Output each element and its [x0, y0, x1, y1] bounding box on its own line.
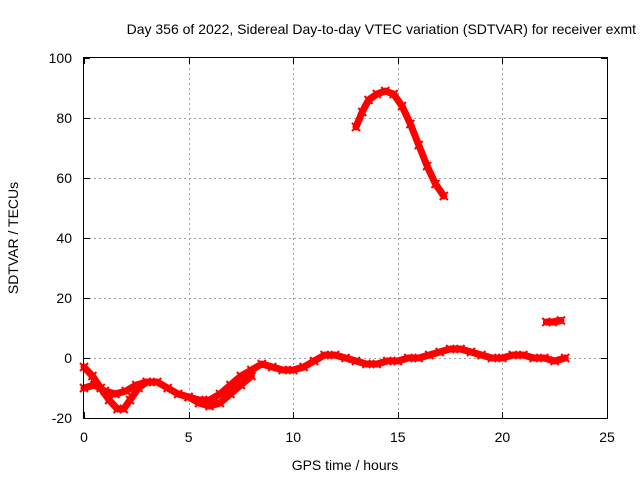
x-axis-label: GPS time / hours [292, 457, 399, 473]
data-point [204, 401, 215, 411]
data-point [319, 350, 330, 360]
data-point [104, 395, 114, 405]
data-point [215, 398, 225, 408]
data-point [397, 101, 407, 111]
data-point [96, 383, 106, 393]
data-point [142, 377, 152, 387]
data-point [340, 353, 351, 363]
data-point [330, 350, 340, 360]
data-point [414, 353, 424, 363]
data-point [183, 392, 194, 402]
y-tick-label: 60 [56, 170, 72, 186]
data-point [152, 377, 162, 387]
y-tick-label: 80 [56, 110, 72, 126]
x-tick-label: 0 [80, 429, 88, 445]
data-point [372, 359, 382, 369]
y-tick-label: -20 [52, 410, 72, 426]
data-point [351, 122, 361, 132]
data-point [414, 140, 424, 150]
data-point [430, 179, 441, 189]
data-point [246, 371, 257, 381]
data-point [119, 404, 129, 414]
data-point [547, 317, 558, 327]
y-axis-label: SDTVAR / TECUs [5, 182, 21, 294]
data-point [476, 350, 487, 360]
data-point [194, 398, 204, 408]
series-high-track [351, 86, 449, 201]
data-point [560, 353, 570, 363]
x-tick-label: 25 [599, 429, 615, 445]
series-late-track [541, 315, 566, 327]
data-point [466, 347, 476, 357]
data-point [497, 353, 508, 363]
data-point [357, 107, 367, 117]
data-point [298, 362, 309, 372]
data-point [382, 356, 393, 366]
y-tick-label: 0 [64, 350, 72, 366]
data-point [236, 380, 246, 390]
data-point [361, 359, 372, 369]
plot-frame [83, 57, 608, 419]
series-lower-track [183, 371, 257, 411]
data-point [393, 356, 403, 366]
x-tick-label: 15 [390, 429, 406, 445]
data-point [439, 191, 449, 201]
data-point [288, 365, 298, 375]
x-tick-label: 10 [285, 429, 301, 445]
data-point [388, 89, 399, 99]
data-point [403, 353, 413, 363]
data-point [278, 365, 288, 375]
data-point [424, 350, 434, 360]
data-point [309, 356, 319, 366]
data-point [405, 119, 416, 129]
x-tick-label: 5 [185, 429, 193, 445]
data-point [257, 359, 267, 369]
data-point [549, 356, 560, 366]
data-series [79, 86, 570, 414]
data-point [133, 383, 144, 393]
y-tick-label: 100 [49, 50, 73, 66]
data-point [87, 371, 98, 381]
series-dip-track [79, 362, 152, 414]
axis-ticks: 0 5 10 15 20 25 -20 0 20 40 60 80 100 [49, 50, 615, 445]
data-point [455, 344, 466, 354]
data-point [508, 350, 518, 360]
data-point [125, 395, 135, 405]
data-point [267, 362, 277, 372]
data-point [162, 383, 173, 393]
data-point [351, 356, 361, 366]
x-tick-label: 20 [495, 429, 511, 445]
data-point [434, 347, 445, 357]
data-point [529, 353, 539, 363]
data-point [121, 386, 131, 396]
data-point [173, 389, 183, 399]
data-point [225, 389, 236, 399]
data-point [556, 315, 566, 326]
data-point [380, 86, 390, 96]
data-point [363, 95, 374, 105]
data-point [487, 353, 497, 363]
y-tick-label: 40 [56, 230, 72, 246]
data-point [539, 353, 549, 363]
y-tick-label: 20 [56, 290, 72, 306]
data-point [422, 161, 432, 171]
data-point [445, 344, 455, 354]
chart-title: Day 356 of 2022, Sidereal Day-to-day VTE… [127, 21, 636, 37]
data-point [518, 350, 529, 360]
data-point [372, 89, 382, 99]
